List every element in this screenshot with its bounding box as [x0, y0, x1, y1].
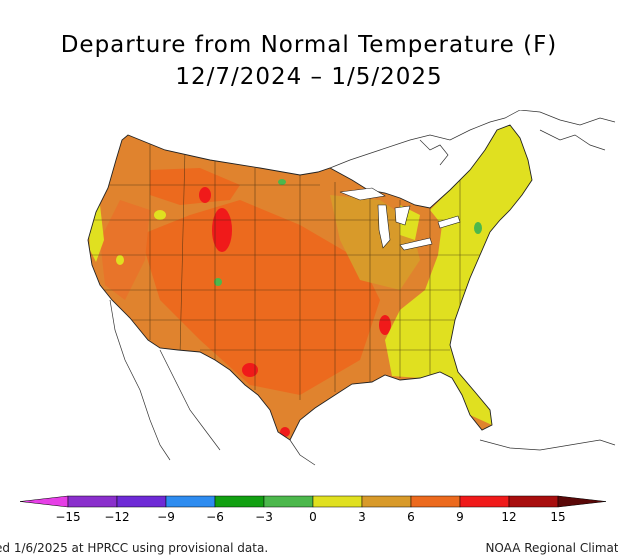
legend-bin [116, 495, 167, 508]
legend-tick-label: 12 [501, 510, 517, 524]
legend-bin-arrow-low [19, 495, 69, 508]
anomaly-hot-spot [280, 427, 290, 437]
legend-tick-label: −9 [157, 510, 175, 524]
legend-tick-label: 15 [550, 510, 566, 524]
us-outline [87, 124, 533, 441]
legend-tick-label: 0 [309, 510, 317, 524]
legend-tick-label: 3 [358, 510, 366, 524]
legend-bin [459, 495, 510, 508]
legend-bin [410, 495, 461, 508]
anomaly-cool-spot [457, 347, 463, 357]
legend-bin [508, 495, 559, 508]
footer-source-note: ed 1/6/2025 at HPRCC using provisional d… [0, 541, 269, 555]
us-temperature-map [87, 110, 616, 466]
anomaly-hot-spot [199, 187, 211, 203]
legend-bin [361, 495, 412, 508]
anomaly-warm-region [150, 168, 240, 205]
great-lakes [339, 187, 461, 251]
anomaly-cool-spot [278, 179, 286, 185]
neighbor-boundaries [109, 110, 616, 466]
legend-tick-label: 9 [456, 510, 464, 524]
color-legend [19, 495, 607, 508]
legend-bin [263, 495, 314, 508]
legend-tick-label: 6 [407, 510, 415, 524]
anomaly-near-normal-spot [116, 255, 124, 265]
legend-bin-arrow-high [557, 495, 607, 508]
legend-tick-label: −12 [104, 510, 130, 524]
anomaly-warm-region [140, 200, 380, 395]
legend-bin [312, 495, 363, 508]
map-date-range: 12/7/2024 – 1/5/2025 [175, 64, 443, 90]
anomaly-hot-spot [242, 363, 258, 377]
anomaly-warm-region [100, 200, 150, 300]
anomaly-cool-spot [474, 222, 482, 234]
anomaly-cool-spot [214, 278, 222, 286]
legend-bin [165, 495, 216, 508]
anomaly-near-normal-spot [154, 210, 166, 220]
map-title: Departure from Normal Temperature (F) [60, 32, 558, 58]
legend-tick-label: −3 [255, 510, 273, 524]
footer-credit: NOAA Regional Climate [485, 541, 618, 555]
legend-bin [67, 495, 118, 508]
anomaly-hot-spot [212, 208, 232, 252]
legend-tick-label: −6 [206, 510, 224, 524]
legend-tick-label: −15 [55, 510, 81, 524]
legend-bin [214, 495, 265, 508]
